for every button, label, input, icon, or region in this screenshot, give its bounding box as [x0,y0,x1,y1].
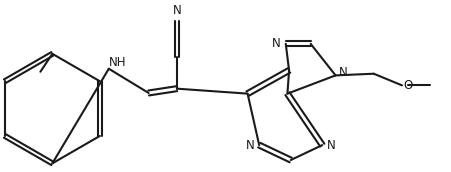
Text: N: N [338,66,346,79]
Text: N: N [327,139,335,152]
Text: N: N [245,139,253,152]
Text: N: N [172,4,181,17]
Text: NH: NH [109,56,126,69]
Text: O: O [402,79,412,92]
Text: N: N [272,37,280,50]
